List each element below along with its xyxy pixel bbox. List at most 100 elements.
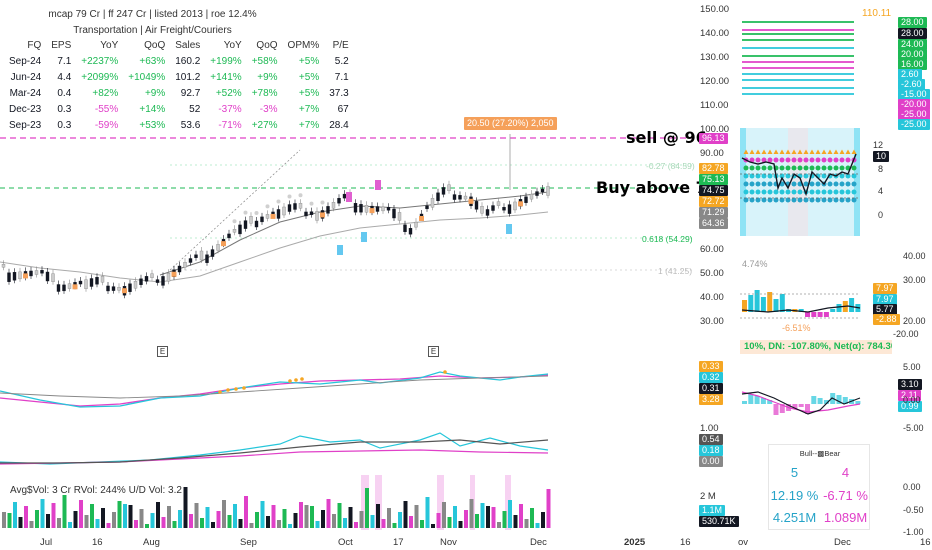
x-label: 2025 — [624, 537, 646, 548]
cell: +14% — [139, 103, 166, 115]
volume-bar — [343, 518, 347, 528]
volume-bar — [249, 523, 254, 528]
dot-marker — [839, 173, 845, 179]
volume-bar — [326, 499, 331, 528]
candles — [1, 180, 550, 299]
fundamentals-header-row: FQ EPS YoY QoQ Sales YoY QoQ OPM% P/E — [4, 37, 354, 53]
dot-marker — [839, 157, 845, 163]
candle — [326, 206, 330, 214]
price-tick: 30.00 — [700, 316, 724, 327]
candle — [436, 192, 440, 202]
volume-bar — [139, 509, 144, 528]
fib-label-1: -0.27 (84.59) — [646, 161, 695, 171]
dots-tick: 0 — [878, 210, 884, 220]
cell: -71% — [218, 119, 242, 131]
dot-marker — [815, 149, 821, 154]
dot-marker — [851, 149, 857, 154]
volume-bar — [90, 504, 94, 528]
bull-bear-title: Bull--▩Bear — [799, 449, 841, 458]
last-price-tag: 74.75 — [699, 185, 728, 196]
volume-bar — [161, 517, 166, 528]
candle — [161, 276, 165, 286]
candle — [507, 204, 512, 214]
volume-bar — [13, 502, 17, 528]
dot-marker — [767, 165, 773, 171]
cell: -55% — [94, 103, 119, 115]
osc1-tag: 0.33 — [699, 361, 723, 372]
price-tick: 140.00 — [700, 28, 730, 39]
volume-bar — [79, 500, 83, 528]
right-x-label: 16 — [920, 537, 931, 548]
volume-tick: 2 M — [700, 491, 716, 502]
dot-marker — [761, 157, 767, 163]
dot-marker — [755, 157, 761, 163]
dots-panel — [740, 128, 860, 236]
panel4-tag: 0.99 — [898, 401, 922, 412]
cell: +58% — [251, 55, 278, 67]
volume-bar — [167, 506, 171, 528]
right-tag: 2.60 — [898, 69, 922, 80]
volume-bar — [535, 523, 540, 528]
main-chart-canvas[interactable] — [0, 0, 700, 550]
volume-bar — [436, 513, 441, 528]
price-tick: 90.00 — [700, 148, 724, 159]
price-tick: 150.00 — [700, 4, 730, 15]
volume-bar — [62, 495, 67, 528]
panel3-bar — [767, 292, 773, 312]
candle-highlight — [369, 208, 375, 214]
volume-bar — [260, 501, 265, 528]
earnings-marker[interactable]: E — [157, 346, 168, 357]
candle — [166, 273, 171, 282]
volume-bars — [2, 487, 551, 528]
candle — [452, 194, 457, 200]
col-header: QoQ — [256, 39, 278, 51]
volume-bar — [453, 506, 457, 528]
panel3-tag: 5.77 — [873, 304, 897, 315]
candle — [1, 264, 6, 268]
candle — [546, 186, 550, 196]
cell: +9% — [144, 87, 166, 99]
cell: 160.2 — [175, 55, 201, 67]
right-top-value: 110.11 — [862, 8, 892, 19]
candle — [95, 277, 99, 285]
price-tag: 75.13 — [699, 174, 728, 185]
dot-marker — [815, 197, 821, 203]
dot-marker — [773, 157, 779, 163]
panel4-bar — [842, 397, 848, 404]
earnings-marker[interactable]: E — [428, 346, 439, 357]
volume-bar — [513, 515, 518, 528]
dot-marker — [851, 165, 857, 171]
dot-marker — [743, 149, 749, 154]
cell: +7% — [298, 103, 320, 115]
volume-bar — [370, 515, 375, 528]
volume-bar — [381, 519, 386, 528]
volume-bar — [398, 512, 402, 528]
dot-marker — [839, 189, 845, 195]
dot-marker — [791, 165, 797, 171]
panel3-tag: 7.97 — [873, 283, 897, 294]
candle — [205, 254, 209, 263]
panel4-bar — [773, 404, 779, 415]
volume-bar — [464, 510, 468, 528]
candle — [447, 184, 451, 192]
dot-marker — [821, 149, 827, 154]
dot-marker — [755, 173, 761, 179]
price-tick: 60.00 — [700, 244, 724, 255]
cell: +9% — [257, 71, 278, 83]
dots-tick: 4 — [878, 186, 884, 196]
dot-marker — [779, 157, 785, 163]
volume-bar — [238, 519, 243, 528]
volume-bar — [365, 488, 369, 528]
dot-marker — [821, 189, 827, 195]
bear-count: 4 — [841, 465, 850, 480]
cell: -3% — [259, 103, 278, 115]
dot-marker — [785, 197, 791, 203]
right-tick: -1.00 — [903, 527, 924, 537]
candle — [392, 208, 396, 219]
price-tick: 40.00 — [700, 292, 724, 303]
candle — [485, 209, 490, 216]
volume-bar — [200, 518, 204, 528]
cell: +82% — [92, 87, 119, 99]
candle — [353, 203, 358, 213]
candle — [535, 191, 539, 196]
